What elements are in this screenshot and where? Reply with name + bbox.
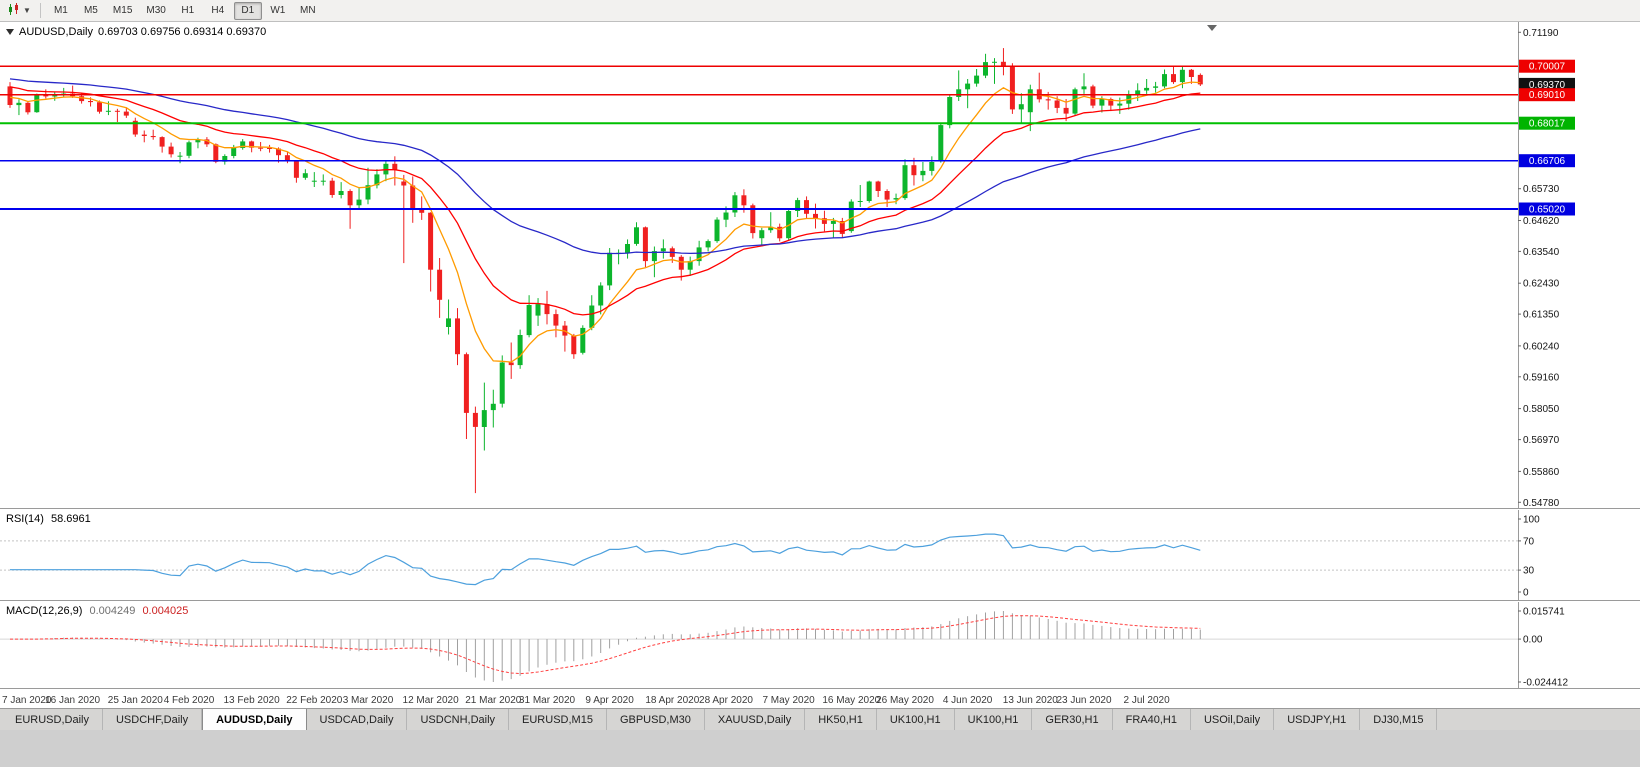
chart-tab-usdcad-daily[interactable]: USDCAD,Daily: [307, 709, 408, 730]
timeframe-button-m1[interactable]: M1: [53, 4, 68, 16]
svg-text:0.00: 0.00: [1523, 635, 1543, 646]
chart-tab-xauusd-daily[interactable]: XAUUSD,Daily: [705, 709, 806, 730]
svg-text:0.56970: 0.56970: [1523, 435, 1560, 446]
chart-background: [0, 22, 1640, 708]
svg-text:0.65020: 0.65020: [1529, 205, 1566, 216]
svg-text:22 Feb 2020: 22 Feb 2020: [286, 695, 343, 706]
svg-text:12 Mar 2020: 12 Mar 2020: [403, 695, 460, 706]
timeframe-buttons: M1 M5 M15 M30 H1 H4 D1 W1 MN: [46, 1, 323, 20]
chart-tab-ger30-h1[interactable]: GER30,H1: [1032, 709, 1113, 730]
chart-tab-dj30-m15[interactable]: DJ30,M15: [1360, 709, 1438, 730]
timeframe-button-h1[interactable]: H1: [181, 4, 195, 16]
chart-tab-eurusd-m15[interactable]: EURUSD,M15: [509, 709, 607, 730]
svg-text:0.55860: 0.55860: [1523, 467, 1560, 478]
chart-tab-usdcnh-daily[interactable]: USDCNH,Daily: [407, 709, 510, 730]
svg-text:2 Jul 2020: 2 Jul 2020: [1124, 695, 1171, 706]
chart-title: AUDUSD,Daily 0.69703 0.69756 0.69314 0.6…: [6, 26, 266, 38]
timeframe-button-mn[interactable]: MN: [300, 4, 316, 16]
svg-text:13 Feb 2020: 13 Feb 2020: [224, 695, 281, 706]
ma-lines-layer: [9, 78, 1201, 363]
timeframe-button-w1[interactable]: W1: [270, 4, 286, 16]
svg-text:4 Jun 2020: 4 Jun 2020: [943, 695, 993, 706]
rsi-panel: 100 70 30 0: [0, 515, 1540, 599]
svg-text:16 May 2020: 16 May 2020: [822, 695, 880, 706]
svg-text:-0.024412: -0.024412: [1523, 678, 1568, 689]
chart-tab-usdjpy-h1[interactable]: USDJPY,H1: [1274, 709, 1361, 730]
chart-tab-usdchf-daily[interactable]: USDCHF,Daily: [103, 709, 203, 730]
svg-text:25 Jan 2020: 25 Jan 2020: [108, 695, 163, 706]
svg-text:0: 0: [1523, 588, 1529, 599]
chart-type-button[interactable]: ▼: [3, 1, 35, 21]
svg-text:3 Mar 2020: 3 Mar 2020: [343, 695, 394, 706]
svg-text:13 Jun 2020: 13 Jun 2020: [1003, 695, 1058, 706]
chart-tab-fra40-h1[interactable]: FRA40,H1: [1113, 709, 1191, 730]
macd-name: MACD(12,26,9): [6, 605, 83, 617]
svg-text:16 Jan 2020: 16 Jan 2020: [45, 695, 100, 706]
macd-main-value: 0.004249: [89, 605, 136, 617]
price-chart-canvas[interactable]: 0.71190 0.65730 0.64620 0.63540 0.62430 0.613…: [0, 22, 1640, 708]
svg-text:21 Mar 2020: 21 Mar 2020: [465, 695, 522, 706]
svg-text:0.015741: 0.015741: [1523, 607, 1565, 618]
timeframes-toolbar: ▼ M1 M5 M15 M30 H1 H4 D1 W1 MN: [0, 0, 1640, 22]
macd-panel: 0.015741 0.00 -0.024412: [0, 607, 1568, 689]
svg-text:0.68017: 0.68017: [1529, 119, 1566, 130]
macd-indicator-label: MACD(12,26,9) 0.004249 0.004025: [6, 605, 192, 617]
rsi-value: 58.6961: [50, 513, 91, 525]
candlestick-chart-icon: [7, 2, 22, 19]
svg-text:70: 70: [1523, 536, 1535, 547]
chart-tab-usoil-daily[interactable]: USOil,Daily: [1191, 709, 1275, 730]
svg-text:0.63540: 0.63540: [1523, 247, 1560, 258]
timeframe-button-m30[interactable]: M30: [146, 4, 166, 16]
chart-tab-uk100-h1[interactable]: UK100,H1: [955, 709, 1033, 730]
svg-text:0.65730: 0.65730: [1523, 184, 1560, 195]
rsi-name: RSI(14): [6, 513, 44, 525]
svg-text:0.64620: 0.64620: [1523, 216, 1560, 227]
price-scale[interactable]: 0.71190 0.65730 0.64620 0.63540 0.62430 0.613…: [1518, 22, 1575, 689]
chevron-down-icon: ▼: [23, 5, 31, 15]
svg-text:28 Apr 2020: 28 Apr 2020: [699, 695, 753, 706]
timeframe-button-d1[interactable]: D1: [233, 1, 262, 20]
svg-text:31 Mar 2020: 31 Mar 2020: [519, 695, 576, 706]
svg-text:100: 100: [1523, 515, 1540, 526]
svg-text:18 Apr 2020: 18 Apr 2020: [645, 695, 699, 706]
svg-text:0.62430: 0.62430: [1523, 279, 1560, 290]
chart-shift-marker-icon: [1207, 25, 1217, 31]
chart-ohlc-values: 0.69703 0.69756 0.69314 0.69370: [97, 26, 267, 38]
collapse-chart-icon[interactable]: [6, 29, 14, 35]
chart-tab-hk50-h1[interactable]: HK50,H1: [805, 709, 877, 730]
timeframe-button-h4[interactable]: H4: [211, 4, 225, 16]
svg-text:4 Feb 2020: 4 Feb 2020: [164, 695, 215, 706]
svg-text:0.54780: 0.54780: [1523, 498, 1560, 509]
svg-text:0.69010: 0.69010: [1529, 90, 1566, 101]
timeframe-button-m5[interactable]: M5: [83, 4, 98, 16]
macd-signal-value: 0.004025: [142, 605, 189, 617]
toolbar-separator: [39, 3, 41, 18]
svg-text:0.70007: 0.70007: [1529, 62, 1566, 73]
svg-text:7 Jan 2020: 7 Jan 2020: [2, 695, 52, 706]
chart-tabs-bar: EURUSD,Daily USDCHF,Daily AUDUSD,Daily USDC…: [0, 708, 1640, 730]
rsi-indicator-label: RSI(14) 58.6961: [6, 513, 95, 525]
svg-text:0.58050: 0.58050: [1523, 404, 1560, 415]
chart-tab-gbpusd-m30[interactable]: GBPUSD,M30: [607, 709, 705, 730]
svg-text:0.61350: 0.61350: [1523, 310, 1560, 321]
support-resistance-lines[interactable]: [0, 65, 1518, 210]
svg-text:0.66706: 0.66706: [1529, 156, 1566, 167]
svg-text:9 Apr 2020: 9 Apr 2020: [585, 695, 634, 706]
svg-text:0.60240: 0.60240: [1523, 341, 1560, 352]
chart-tab-uk100-h1[interactable]: UK100,H1: [877, 709, 955, 730]
svg-text:26 May 2020: 26 May 2020: [876, 695, 934, 706]
svg-text:0.71190: 0.71190: [1523, 28, 1559, 39]
timeframe-button-m15[interactable]: M15: [112, 4, 133, 16]
chart-tab-eurusd-daily[interactable]: EURUSD,Daily: [2, 709, 103, 730]
status-bar: [0, 730, 1640, 767]
chart-symbol-period: AUDUSD,Daily: [19, 26, 93, 38]
svg-text:30: 30: [1523, 566, 1535, 577]
svg-text:0.59160: 0.59160: [1523, 372, 1560, 383]
svg-text:0.69370: 0.69370: [1529, 80, 1566, 91]
chart-tab-audusd-daily[interactable]: AUDUSD,Daily: [202, 709, 307, 730]
chart-window: 0.71190 0.65730 0.64620 0.63540 0.62430 0.613…: [0, 22, 1640, 708]
svg-text:23 Jun 2020: 23 Jun 2020: [1056, 695, 1111, 706]
svg-text:7 May 2020: 7 May 2020: [762, 695, 815, 706]
